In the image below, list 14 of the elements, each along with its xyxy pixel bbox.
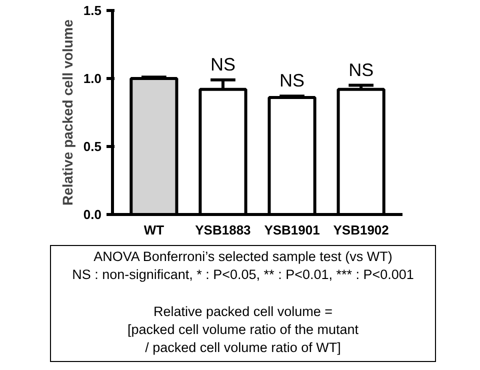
annotation: NS [348,60,374,80]
y-tick-label: 0.0 [83,207,102,222]
x-tick-label: YSB1883 [195,222,251,238]
y-tick-label: 1.5 [83,3,102,18]
annotation: NS [210,54,236,74]
x-tick-label: WT [144,222,164,238]
text: Relative packed cell volume = [packed cell volume ratio of the mutant / packed cell volume ratio of WT] [127,304,359,356]
x-tick-label: YSB1902 [333,222,389,238]
x-tick-label: YSB1901 [264,222,320,238]
y-tick-label: 0.5 [83,139,102,154]
annotation: NS [280,70,305,91]
y-axis-title: Relative packed cell volume [59,19,76,206]
text: ANOVA Bonferroni’s selected sample test (vs WT) NS : non-significant, * : P<0.05, ** : P<0.01, *** : P<0.001 [72,249,414,282]
y-tick-label: 1.0 [83,71,102,86]
